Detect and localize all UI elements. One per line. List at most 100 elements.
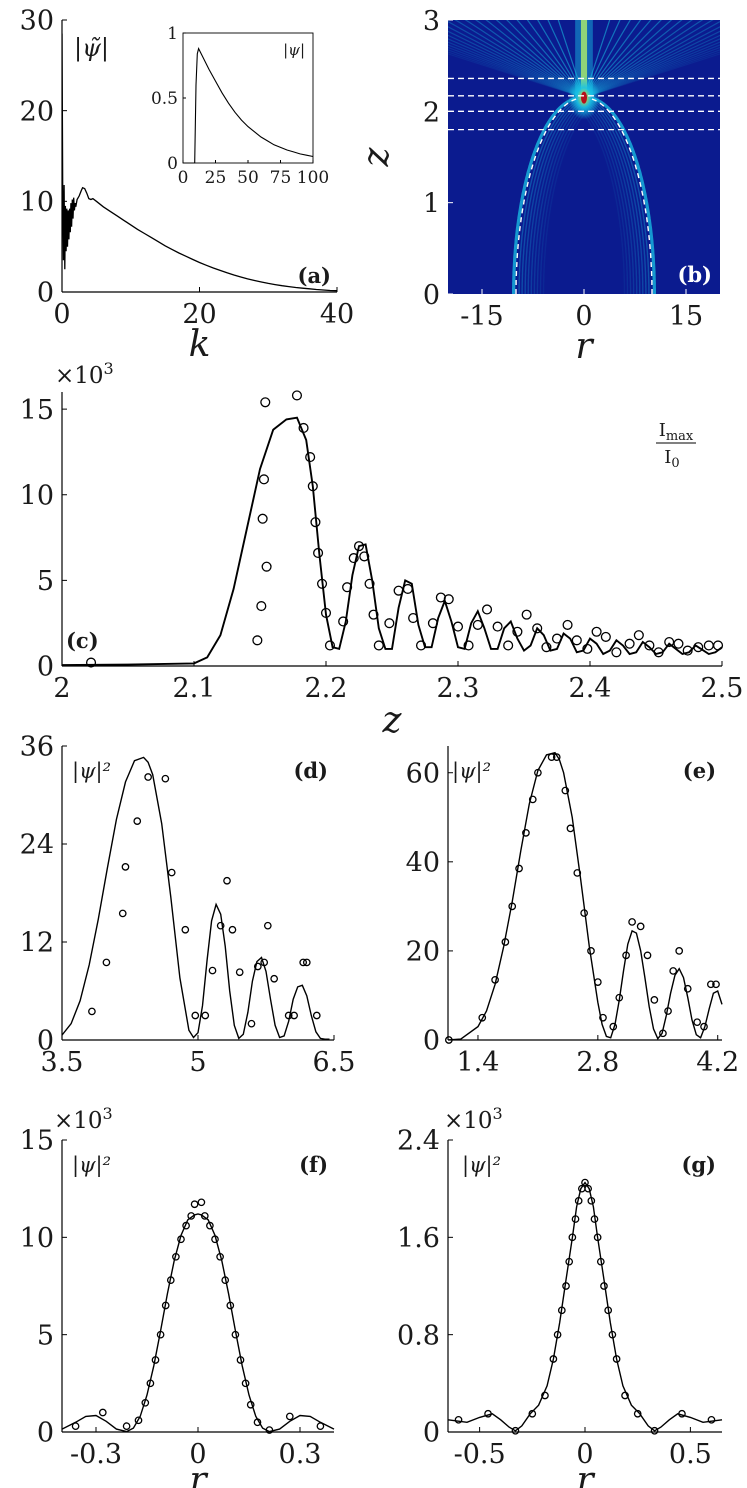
x-tick-label: 2.2 <box>305 673 348 704</box>
heatmap-fringe <box>542 97 606 294</box>
data-point <box>299 958 308 967</box>
data-point <box>197 1198 206 1207</box>
heatmap-fringe <box>530 97 593 294</box>
heatmap-fringe <box>575 97 638 294</box>
axis-multiplier: ×103 <box>54 1104 113 1134</box>
heatmap-ray <box>583 49 720 99</box>
multiplier-base: ×10 <box>54 1108 103 1134</box>
data-point <box>587 1196 596 1205</box>
data-point <box>644 640 655 651</box>
data-point <box>522 829 530 837</box>
data-point <box>574 1196 583 1205</box>
heatmap-fringe <box>562 97 626 294</box>
data-point <box>707 980 715 989</box>
x-tick-label: 4.2 <box>696 1047 739 1078</box>
heatmap-fringe <box>536 97 600 294</box>
data-point <box>659 1029 667 1038</box>
data-point <box>265 1426 274 1434</box>
data-point <box>161 774 170 783</box>
data-point <box>364 578 375 589</box>
data-point <box>206 1221 214 1230</box>
heatmap-ray <box>583 20 673 99</box>
data-point <box>712 980 720 989</box>
x-tick-label: 1.4 <box>456 1047 499 1078</box>
data-point <box>600 1282 608 1290</box>
y-tick-label: 0 <box>423 1026 440 1057</box>
y-tick-label: 2.4 <box>397 1126 440 1157</box>
y-axis-label: z <box>356 146 397 167</box>
data-point <box>445 1036 453 1044</box>
data-point <box>373 640 384 651</box>
panel-label: (e) <box>683 758 716 783</box>
ratio-numerator-sub: max <box>666 429 694 444</box>
data-point <box>528 1409 537 1418</box>
data-point <box>263 921 272 930</box>
y-tick-label: 0 <box>37 278 54 309</box>
panel-e: 1.4 2.8 4.2 0 20 40 60 (e) |ψ|² <box>406 746 739 1078</box>
data-point <box>235 968 244 977</box>
data-point <box>256 601 267 612</box>
y-tick-label: 0 <box>37 1026 54 1057</box>
x-tick-label: 20 <box>182 299 216 330</box>
heatmap-ray <box>454 20 585 99</box>
data-point <box>549 1355 558 1363</box>
quantity-label: |ψ̃| <box>74 34 109 63</box>
data-point <box>144 773 152 781</box>
x-axis-label: r <box>189 1460 208 1488</box>
data-point <box>182 1221 190 1230</box>
data-point <box>590 1215 599 1223</box>
data-point <box>700 1022 708 1031</box>
data-point <box>342 582 353 593</box>
data-point <box>611 647 622 658</box>
x-axis-label: r <box>575 326 594 367</box>
data-point <box>693 1018 702 1027</box>
panel-label: (c) <box>66 628 99 653</box>
x-tick-label: 15 <box>669 301 703 332</box>
heatmap-ray <box>448 20 585 99</box>
data-point <box>427 618 438 629</box>
data-point <box>187 1212 196 1220</box>
data-point <box>653 647 664 658</box>
data-point <box>580 909 588 917</box>
data-point <box>650 1426 659 1435</box>
data-point <box>348 553 359 564</box>
heatmap-ray <box>448 30 585 99</box>
data-point <box>628 918 636 926</box>
series-line <box>448 1181 723 1432</box>
data-point <box>478 1013 487 1022</box>
heatmap-ray <box>583 20 683 99</box>
x-axis-label: k <box>189 324 211 365</box>
panel-label: (a) <box>298 263 331 288</box>
data-point <box>562 1282 570 1290</box>
heatmap-ray <box>464 20 585 99</box>
data-point <box>211 1235 219 1244</box>
data-point <box>633 1409 642 1418</box>
data-point <box>316 1422 325 1431</box>
data-point <box>118 909 127 918</box>
heatmap-ray <box>583 20 693 99</box>
x-tick-label: 0 <box>189 1439 206 1470</box>
data-point <box>521 609 532 620</box>
x-tick-label: 2.1 <box>173 673 216 704</box>
heatmap-fringe <box>571 97 635 294</box>
series-line <box>448 751 723 1040</box>
data-point <box>253 1418 262 1427</box>
data-point <box>515 864 523 873</box>
data-point <box>511 1426 520 1435</box>
data-point <box>508 902 517 911</box>
y-tick-label: 24 <box>20 830 54 861</box>
data-point <box>693 642 704 653</box>
heatmap-ray <box>475 20 585 99</box>
data-point <box>368 609 379 620</box>
data-point <box>246 1400 255 1409</box>
inset: 0 25 50 75 100 0 0.5 1 |ψ| <box>151 24 329 188</box>
quantity-label: |ψ|² <box>72 1153 111 1178</box>
y-tick-label: 2 <box>423 97 440 128</box>
inset-x-tick-label: 25 <box>205 168 227 188</box>
data-point <box>191 1011 200 1020</box>
data-point <box>71 1422 80 1431</box>
data-point <box>208 966 217 975</box>
x-tick-label: 0 <box>576 1439 593 1470</box>
data-point <box>223 876 231 885</box>
